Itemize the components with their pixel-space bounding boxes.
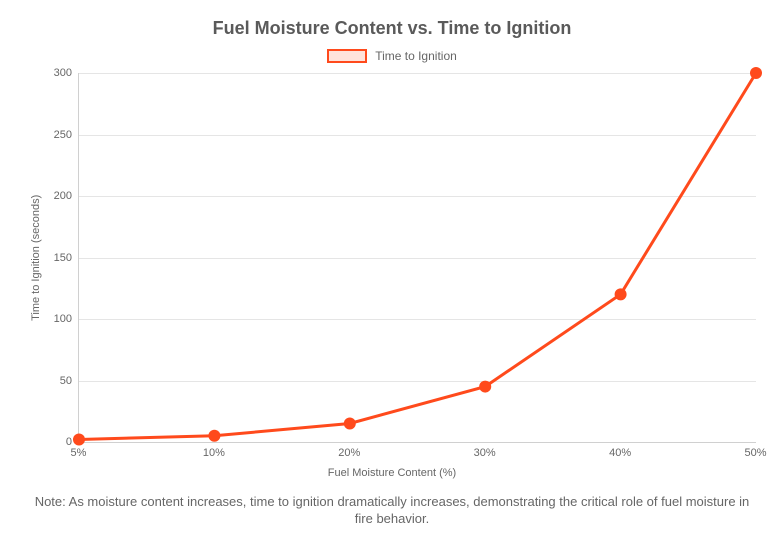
series-line [79, 73, 756, 439]
data-point[interactable] [344, 417, 356, 429]
chart-title: Fuel Moisture Content vs. Time to Igniti… [213, 18, 572, 39]
x-tick-label: 30% [474, 447, 496, 459]
y-tick-label: 250 [54, 129, 72, 141]
y-axis: 050100150200250300 [44, 73, 78, 443]
legend[interactable]: Time to Ignition [327, 49, 457, 63]
x-tick-label: 50% [744, 447, 766, 459]
y-axis-label: Time to Ignition (seconds) [28, 73, 44, 443]
plot-area [78, 73, 756, 443]
y-tick-label: 100 [54, 313, 72, 325]
legend-label: Time to Ignition [375, 49, 457, 63]
y-tick-label: 150 [54, 252, 72, 264]
x-tick-label: 5% [71, 447, 87, 459]
data-point[interactable] [208, 430, 220, 442]
x-tick-label: 40% [609, 447, 631, 459]
y-tick-label: 200 [54, 190, 72, 202]
x-axis-label: Fuel Moisture Content (%) [328, 467, 456, 479]
y-tick-label: 300 [54, 67, 72, 79]
legend-swatch [327, 49, 367, 63]
chart-note: Note: As moisture content increases, tim… [32, 493, 752, 528]
data-point[interactable] [479, 381, 491, 393]
y-tick-label: 50 [60, 375, 72, 387]
data-point[interactable] [615, 288, 627, 300]
x-tick-label: 20% [338, 447, 360, 459]
x-axis-ticks: 5%10%20%30%40%50% [79, 443, 756, 463]
plot-wrap: Time to Ignition (seconds) 0501001502002… [28, 73, 756, 443]
line-series [79, 73, 756, 442]
chart-container: Fuel Moisture Content vs. Time to Igniti… [0, 0, 784, 540]
x-tick-label: 10% [203, 447, 225, 459]
data-point[interactable] [750, 67, 762, 79]
